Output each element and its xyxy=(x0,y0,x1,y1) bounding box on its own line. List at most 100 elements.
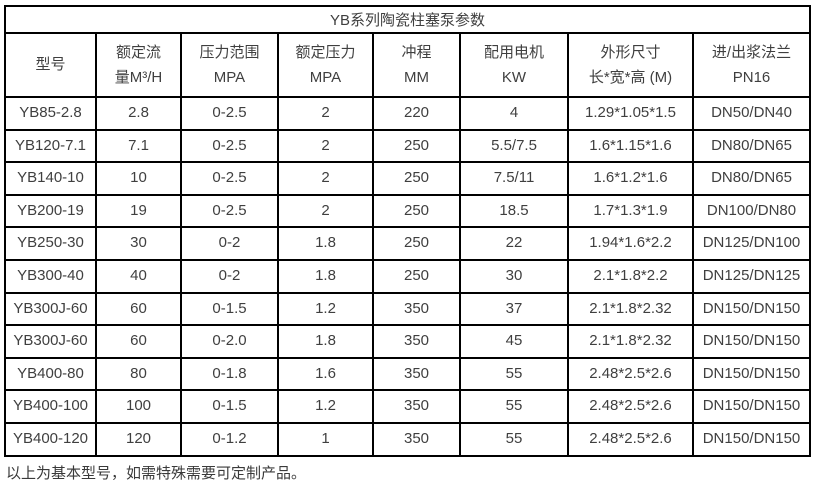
table-cell: 1.8 xyxy=(277,258,374,294)
table-cell: 220 xyxy=(372,96,461,131)
table-cell: 2.48*2.5*2.6 xyxy=(567,389,694,424)
table-cell: 45 xyxy=(459,324,569,359)
column-header-5: 配用电机 KW xyxy=(459,32,569,98)
model-cell: YB300J-60 xyxy=(4,324,97,359)
table-cell: 250 xyxy=(372,226,461,261)
table-cell: 1.94*1.6*2.2 xyxy=(567,226,694,261)
model-cell: YB400-120 xyxy=(4,421,97,457)
table-cell: 55 xyxy=(459,421,569,457)
table-cell: 2 xyxy=(277,128,374,164)
table-cell: 5.5/7.5 xyxy=(459,128,569,164)
table-cell: 80 xyxy=(95,356,182,392)
pump-spec-table: YB系列陶瓷柱塞泵参数 型号 额定流 量M³/H 压力范围 MPA 额定压力 MPA 冲… xyxy=(3,5,812,457)
table-cell: 250 xyxy=(372,161,461,196)
table-row: YB140-10 10 0-2.5 2 250 7.5/11 1.6*1.2*1.6 DN80… xyxy=(4,161,812,196)
column-header-3: 额定压力 MPA xyxy=(277,32,374,98)
table-cell: 350 xyxy=(372,291,461,327)
table-cell: 0-1.8 xyxy=(180,356,279,392)
table-row: YB250-30 30 0-2 1.8 250 22 1.94*1.6*2.2 DN125/D… xyxy=(4,226,812,261)
table-cell: DN80/DN65 xyxy=(691,161,812,196)
table-cell: 1.8 xyxy=(277,226,374,261)
column-header-4: 冲程 MM xyxy=(372,32,461,98)
table-cell: 250 xyxy=(372,128,461,164)
table-cell: 19 xyxy=(95,193,182,229)
table-cell: 120 xyxy=(95,421,182,457)
table-cell: DN150/DN150 xyxy=(691,291,812,327)
table-cell: 350 xyxy=(372,421,461,457)
table-cell: DN100/DN80 xyxy=(691,193,812,229)
table-cell: 2.8 xyxy=(95,96,182,131)
table-cell: 1.6*1.15*1.6 xyxy=(567,128,694,164)
model-cell: YB300J-60 xyxy=(4,291,97,327)
table-cell: 0-2.5 xyxy=(180,161,279,196)
table-cell: 350 xyxy=(372,324,461,359)
table-cell: 0-2.5 xyxy=(180,128,279,164)
table-cell: 2 xyxy=(277,161,374,196)
model-cell: YB400-100 xyxy=(4,389,97,424)
table-cell: DN125/DN100 xyxy=(691,226,812,261)
table-row: YB400-80 80 0-1.8 1.6 350 55 2.48*2.5*2.6 DN150… xyxy=(4,356,812,392)
table-cell: 100 xyxy=(95,389,182,424)
table-cell: 0-2.0 xyxy=(180,324,279,359)
table-cell: 0-2.5 xyxy=(180,193,279,229)
table-cell: 2 xyxy=(277,193,374,229)
table-cell: 60 xyxy=(95,324,182,359)
table-header-row: 型号 额定流 量M³/H 压力范围 MPA 额定压力 MPA 冲程 MM 配用电机 KW 外… xyxy=(4,32,812,98)
table-cell: 0-2.5 xyxy=(180,96,279,131)
column-header-1: 额定流 量M³/H xyxy=(95,32,182,98)
table-cell: 250 xyxy=(372,258,461,294)
table-row: YB200-19 19 0-2.5 2 250 18.5 1.7*1.3*1.9 DN100/… xyxy=(4,193,812,229)
table-title: YB系列陶瓷柱塞泵参数 xyxy=(3,5,812,34)
model-cell: YB140-10 xyxy=(4,161,97,196)
table-cell: 350 xyxy=(372,389,461,424)
table-cell: 1.2 xyxy=(277,389,374,424)
table-cell: 1.6*1.2*1.6 xyxy=(567,161,694,196)
table-body: YB85-2.8 2.8 0-2.5 2 220 4 1.29*1.05*1.5 DN50/D… xyxy=(4,96,812,457)
column-header-0: 型号 xyxy=(4,32,97,98)
table-cell: DN50/DN40 xyxy=(691,96,812,131)
table-row: YB300-40 40 0-2 1.8 250 30 2.1*1.8*2.2 DN125/DN… xyxy=(4,258,812,294)
column-header-2: 压力范围 MPA xyxy=(180,32,279,98)
table-cell: 55 xyxy=(459,356,569,392)
model-cell: YB120-7.1 xyxy=(4,128,97,164)
table-row: YB400-100 100 0-1.5 1.2 350 55 2.48*2.5*2.6 DN1… xyxy=(4,389,812,424)
table-cell: 37 xyxy=(459,291,569,327)
table-cell: 0-1.5 xyxy=(180,291,279,327)
table-cell: 0-2 xyxy=(180,258,279,294)
table-cell: DN80/DN65 xyxy=(691,128,812,164)
table-cell: 250 xyxy=(372,193,461,229)
table-cell: 2.1*1.8*2.2 xyxy=(567,258,694,294)
table-cell: 1.8 xyxy=(277,324,374,359)
table-cell: 2.48*2.5*2.6 xyxy=(567,421,694,457)
table-cell: 2.1*1.8*2.32 xyxy=(567,291,694,327)
table-cell: 22 xyxy=(459,226,569,261)
table-cell: 7.5/11 xyxy=(459,161,569,196)
table-cell: DN150/DN150 xyxy=(691,389,812,424)
table-cell: 350 xyxy=(372,356,461,392)
table-cell: 0-1.5 xyxy=(180,389,279,424)
table-cell: 18.5 xyxy=(459,193,569,229)
table-row: YB400-120 120 0-1.2 1 350 55 2.48*2.5*2.6 DN150… xyxy=(4,421,812,457)
model-cell: YB250-30 xyxy=(4,226,97,261)
table-cell: 30 xyxy=(95,226,182,261)
table-cell: 40 xyxy=(95,258,182,294)
table-row: YB300J-60 60 0-2.0 1.8 350 45 2.1*1.8*2.32 DN15… xyxy=(4,324,812,359)
table-cell: 2.1*1.8*2.32 xyxy=(567,324,694,359)
table-cell: DN125/DN125 xyxy=(691,258,812,294)
table-row: YB120-7.1 7.1 0-2.5 2 250 5.5/7.5 1.6*1.15*1.6… xyxy=(4,128,812,164)
table-cell: 1.6 xyxy=(277,356,374,392)
table-cell: 30 xyxy=(459,258,569,294)
table-cell: 1.29*1.05*1.5 xyxy=(567,96,694,131)
table-cell: 1 xyxy=(277,421,374,457)
table-row: YB300J-60 60 0-1.5 1.2 350 37 2.1*1.8*2.32 DN15… xyxy=(4,291,812,327)
table-cell: 0-2 xyxy=(180,226,279,261)
footer-note: 以上为基本型号，如需特殊需要可定制产品。 xyxy=(6,464,307,482)
table-cell: 1.2 xyxy=(277,291,374,327)
table-cell: 1.7*1.3*1.9 xyxy=(567,193,694,229)
model-cell: YB200-19 xyxy=(4,193,97,229)
column-header-6: 外形尺寸 长*宽*高 (M) xyxy=(567,32,694,98)
model-cell: YB400-80 xyxy=(4,356,97,392)
model-cell: YB300-40 xyxy=(4,258,97,294)
table-cell: 10 xyxy=(95,161,182,196)
table-cell: DN150/DN150 xyxy=(691,421,812,457)
